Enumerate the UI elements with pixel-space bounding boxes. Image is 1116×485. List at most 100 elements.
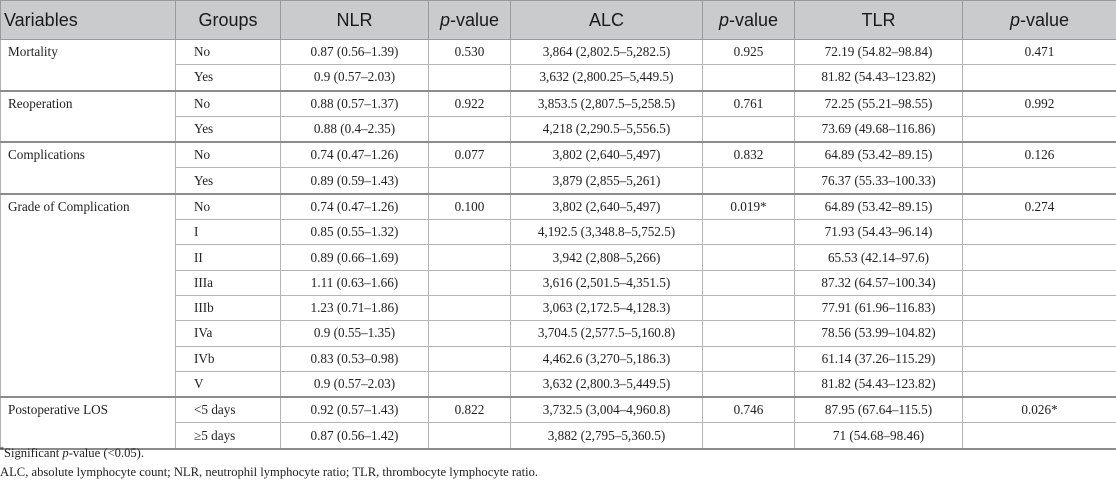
table-row: Yes 0.9 (0.57–2.03) 3,632 (2,800.25–5,449.… (1, 64, 1116, 92)
cell-p-value-tlr: 0.992 (962, 90, 1116, 117)
cell-p-value-tlr: 0.274 (962, 193, 1116, 221)
cell-p-value-nlr (428, 422, 511, 450)
cell-alc: 3,632 (2,800.3–5,449.5) (510, 370, 703, 399)
table-row: IVa 0.9 (0.55–1.35) 3,704.5 (2,577.5–5,160… (1, 320, 1116, 347)
cell-tlr: 71 (54.68–98.46) (794, 422, 963, 450)
cell-nlr: 1.23 (0.71–1.86) (280, 294, 429, 322)
cell-p-value-nlr (428, 294, 511, 322)
cell-p-value-alc: 0.019* (702, 193, 795, 221)
cell-p-value-nlr (428, 345, 511, 372)
cell-nlr: 0.92 (0.57–1.43) (280, 396, 429, 424)
cell-variable: Grade of Complication (0, 193, 176, 399)
cell-p-value-nlr (428, 320, 511, 347)
cell-nlr: 0.87 (0.56–1.42) (280, 422, 429, 450)
cell-variable: Postoperative LOS (0, 396, 176, 450)
cell-p-value-nlr (428, 244, 511, 271)
cell-p-value-alc (702, 370, 795, 399)
cell-group: Yes (175, 115, 281, 144)
cell-alc: 4,462.6 (3,270–5,186.3) (510, 345, 703, 372)
cell-tlr: 77.91 (61.96–116.83) (794, 294, 963, 322)
cell-tlr: 65.53 (42.14–97.6) (794, 244, 963, 271)
cell-p-value-tlr (962, 244, 1116, 271)
cell-group: IVb (175, 345, 281, 372)
header-p-value-alc: p-value (702, 0, 795, 40)
cell-p-value-nlr: 0.822 (428, 396, 511, 424)
cell-group: No (175, 90, 281, 117)
cell-p-value-tlr (962, 115, 1116, 144)
cell-alc: 3,882 (2,795–5,360.5) (510, 422, 703, 450)
table-row: Reoperation No 0.88 (0.57–1.37) 0.922 3,853.… (0, 90, 1116, 144)
cell-p-value-tlr (962, 294, 1116, 322)
cell-alc: 3,879 (2,855–5,261) (510, 167, 703, 195)
cell-group: I (175, 219, 281, 246)
cell-p-value-tlr (962, 269, 1116, 296)
cell-group: Yes (175, 64, 281, 92)
cell-tlr: 78.56 (53.99–104.82) (794, 320, 963, 347)
cell-group: No (175, 141, 281, 169)
cell-nlr: 0.9 (0.57–2.03) (280, 64, 429, 92)
cell-nlr: 0.89 (0.66–1.69) (280, 244, 429, 271)
cell-nlr: 1.11 (0.63–1.66) (280, 269, 429, 296)
cell-nlr: 0.87 (0.56–1.39) (280, 38, 429, 66)
cell-p-value-nlr: 0.077 (428, 141, 511, 169)
cell-p-value-nlr (428, 219, 511, 246)
cell-alc: 3,732.5 (3,004–4,960.8) (510, 396, 703, 424)
cell-tlr: 71.93 (54.43–96.14) (794, 219, 963, 246)
cell-tlr: 64.89 (53.42–89.15) (794, 141, 963, 169)
table-row: IIIa 1.11 (0.63–1.66) 3,616 (2,501.5–4,351… (1, 269, 1116, 296)
cell-p-value-nlr: 0.530 (428, 38, 511, 66)
cell-p-value-tlr (962, 370, 1116, 399)
cell-p-value-tlr (962, 167, 1116, 195)
cell-p-value-nlr: 0.100 (428, 193, 511, 221)
header-groups: Groups (175, 0, 281, 40)
cell-p-value-alc (702, 219, 795, 246)
cell-group: No (175, 38, 281, 66)
cell-alc: 3,632 (2,800.25–5,449.5) (510, 64, 703, 92)
cell-tlr: 81.82 (54.43–123.82) (794, 64, 963, 92)
header-tlr: TLR (794, 0, 963, 40)
cell-p-value-alc (702, 167, 795, 195)
cell-alc: 3,063 (2,172.5–4,128.3) (510, 294, 703, 322)
cell-tlr: 61.14 (37.26–115.29) (794, 345, 963, 372)
cell-p-value-alc: 0.761 (702, 90, 795, 117)
cell-p-value-nlr (428, 269, 511, 296)
header-p-value-tlr: p-value (962, 0, 1116, 40)
cell-tlr: 64.89 (53.42–89.15) (794, 193, 963, 221)
cell-group: IIIb (175, 294, 281, 322)
cell-alc: 3,802 (2,640–5,497) (510, 141, 703, 169)
cell-p-value-nlr: 0.922 (428, 90, 511, 117)
cell-alc: 3,942 (2,808–5,266) (510, 244, 703, 271)
cell-nlr: 0.74 (0.47–1.26) (280, 141, 429, 169)
cell-alc: 3,802 (2,640–5,497) (510, 193, 703, 221)
cell-nlr: 0.9 (0.57–2.03) (280, 370, 429, 399)
cell-p-value-alc (702, 294, 795, 322)
cell-tlr: 87.32 (64.57–100.34) (794, 269, 963, 296)
cell-tlr: 73.69 (49.68–116.86) (794, 115, 963, 144)
cell-p-value-tlr: 0.471 (962, 38, 1116, 66)
table-row: IVb 0.83 (0.53–0.98) 4,462.6 (3,270–5,186.… (1, 345, 1116, 372)
cell-nlr: 0.88 (0.57–1.37) (280, 90, 429, 117)
table-row: Grade of Complication No 0.74 (0.47–1.26) 0… (0, 193, 1116, 399)
header-alc: ALC (510, 0, 703, 40)
table-row: Mortality No 0.87 (0.56–1.39) 0.530 3,864 (2… (0, 38, 1116, 92)
cell-alc: 4,218 (2,290.5–5,556.5) (510, 115, 703, 144)
cell-group: Yes (175, 167, 281, 195)
significance-footnote: *Significant p-value (<0.05). (0, 444, 145, 460)
table-row: IIIb 1.23 (0.71–1.86) 3,063 (2,172.5–4,128… (1, 294, 1116, 322)
cell-p-value-tlr (962, 64, 1116, 92)
cell-p-value-alc (702, 244, 795, 271)
cell-p-value-alc (702, 320, 795, 347)
table-row: I 0.85 (0.55–1.32) 4,192.5 (3,348.8–5,752.… (1, 219, 1116, 246)
cell-group: IIIa (175, 269, 281, 296)
table-body: Mortality No 0.87 (0.56–1.39) 0.530 3,864 (2… (0, 38, 1116, 450)
table-row: Yes 0.88 (0.4–2.35) 4,218 (2,290.5–5,556.5… (1, 115, 1116, 144)
cell-nlr: 0.85 (0.55–1.32) (280, 219, 429, 246)
header-variables: Variables (0, 0, 176, 40)
cell-p-value-alc: 0.746 (702, 396, 795, 424)
cell-p-value-nlr (428, 167, 511, 195)
cell-group: <5 days (175, 396, 281, 424)
cell-p-value-tlr: 0.026* (962, 396, 1116, 424)
cell-nlr: 0.9 (0.55–1.35) (280, 320, 429, 347)
cell-p-value-tlr (962, 345, 1116, 372)
cell-p-value-alc: 0.925 (702, 38, 795, 66)
